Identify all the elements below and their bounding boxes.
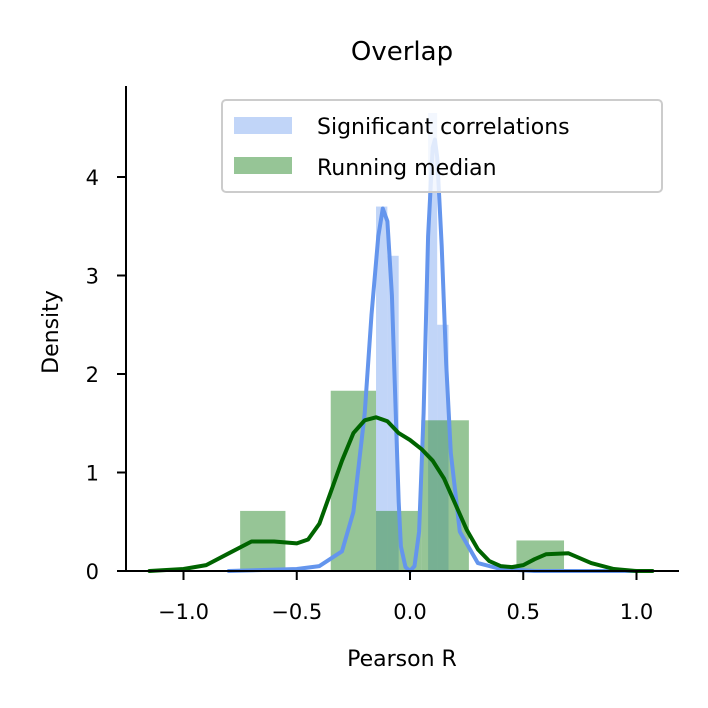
y-axis-label: Density [39, 290, 64, 374]
legend: Significant correlations Running median [221, 99, 663, 193]
significant-hist-bar-2 [428, 112, 438, 571]
x-tick-label-2: 0.0 [393, 600, 426, 624]
running-median-kde-line [147, 415, 655, 573]
chart-title: Overlap [351, 37, 453, 67]
histogram-bars [240, 112, 565, 572]
axes [125, 86, 679, 572]
y-tick-label-3: 3 [86, 265, 99, 289]
legend-label-significant: Significant correlations [317, 115, 570, 140]
running-median-hist-bar-4 [421, 420, 469, 571]
y-tick-label-4: 4 [86, 166, 99, 190]
y-tick-label-2: 2 [86, 363, 99, 387]
x-tick-label-3: 0.5 [507, 600, 540, 624]
x-tick-label-0: −1.0 [158, 600, 209, 624]
legend-frame [221, 99, 663, 193]
y-tick-label-0: 0 [86, 560, 99, 584]
significant-hist-bar-0 [376, 206, 388, 572]
kde-curves [147, 137, 655, 573]
legend-swatch-running-median [234, 157, 292, 174]
x-tick-label-1: −0.5 [271, 600, 322, 624]
legend-swatch-significant [234, 117, 292, 134]
ticks: −1.0 −0.5 0.0 0.5 1.0 0 1 2 3 4 [86, 166, 654, 624]
significant-hist-bar-1 [387, 255, 399, 572]
y-tick-label-1: 1 [86, 462, 99, 486]
legend-label-running-median: Running median [317, 156, 497, 181]
x-tick-label-4: 1.0 [620, 600, 653, 624]
x-axis-label: Pearson R [347, 647, 457, 672]
